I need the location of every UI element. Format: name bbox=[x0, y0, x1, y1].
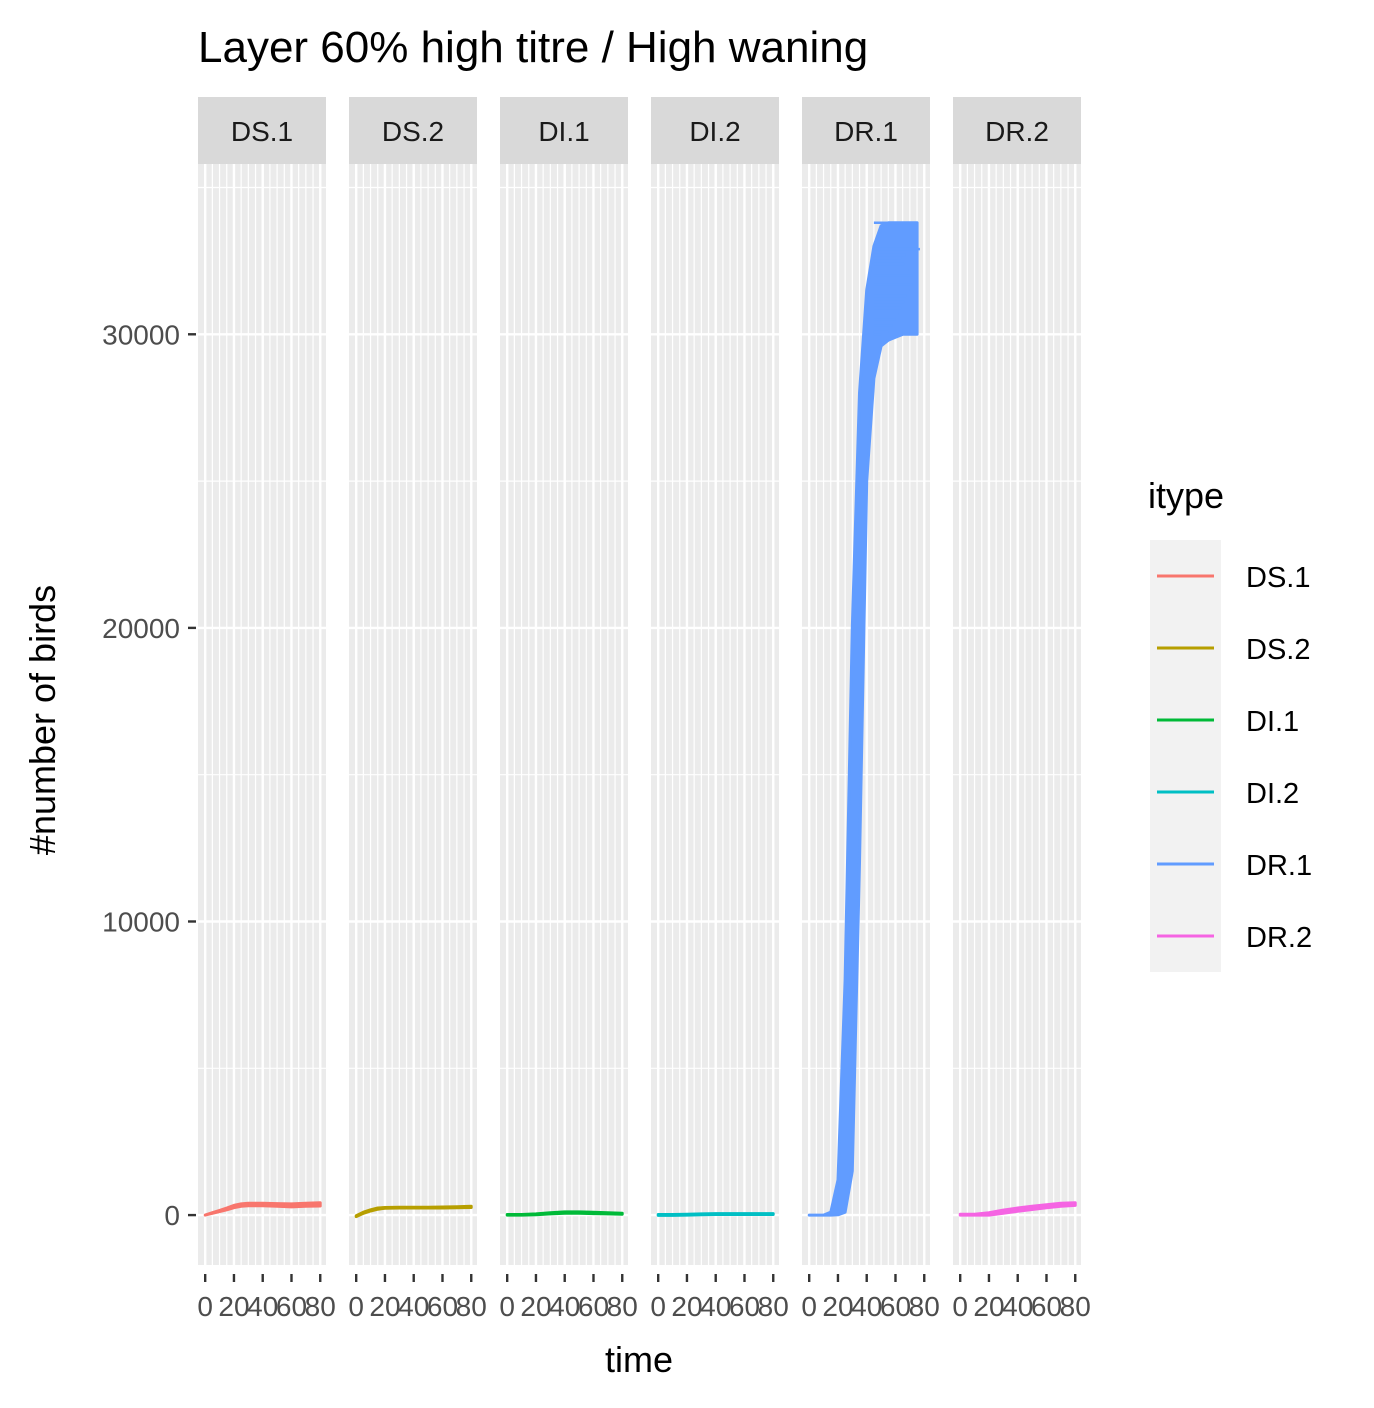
x-tick-label: 80 bbox=[909, 1291, 940, 1322]
series-band-di-2 bbox=[656, 1212, 775, 1217]
facet-strip-label: DI.1 bbox=[538, 116, 589, 147]
legend-label: DI.2 bbox=[1246, 778, 1299, 810]
series-band-di-1 bbox=[505, 1210, 624, 1217]
chart-title: Layer 60% high titre / High waning bbox=[198, 23, 868, 72]
x-tick-label: 40 bbox=[700, 1291, 731, 1322]
facet-strip-label: DR.1 bbox=[834, 116, 898, 147]
x-tick-label: 0 bbox=[650, 1291, 666, 1322]
legend-label: DS.1 bbox=[1246, 562, 1310, 594]
y-tick-label: 30000 bbox=[102, 319, 180, 350]
x-tick-label: 60 bbox=[729, 1291, 760, 1322]
x-tick-label: 80 bbox=[305, 1291, 336, 1322]
legend-label: DI.1 bbox=[1246, 706, 1299, 738]
x-tick-label: 40 bbox=[549, 1291, 580, 1322]
x-tick-label: 20 bbox=[369, 1291, 400, 1322]
series-band-ds-1 bbox=[203, 1201, 322, 1217]
legend: itype DS.1 DS.2 DI.1 DI.2 DR.1 DR.2 bbox=[1148, 475, 1312, 972]
x-tick-label: 20 bbox=[671, 1291, 702, 1322]
x-tick-label: 20 bbox=[218, 1291, 249, 1322]
facet-strip bbox=[651, 97, 779, 164]
y-axis-title: #number of birds bbox=[22, 585, 63, 855]
y-tick-label: 0 bbox=[164, 1200, 180, 1231]
x-tick-label: 0 bbox=[197, 1291, 213, 1322]
x-axis-title: time bbox=[605, 1339, 673, 1380]
x-tick-label: 60 bbox=[427, 1291, 458, 1322]
x-tick-label: 60 bbox=[276, 1291, 307, 1322]
facet-strip bbox=[500, 97, 628, 164]
facet-strip-label: DI.2 bbox=[689, 116, 740, 147]
x-tick-label: 0 bbox=[348, 1291, 364, 1322]
facet-strip-label: DR.2 bbox=[985, 116, 1049, 147]
legend-label: DR.1 bbox=[1246, 850, 1312, 882]
series-band-dr-2 bbox=[958, 1201, 1077, 1217]
series-band-ds-2 bbox=[354, 1204, 473, 1219]
legend-label: DR.2 bbox=[1246, 922, 1312, 954]
x-tick-label: 60 bbox=[578, 1291, 609, 1322]
x-tick-label: 80 bbox=[758, 1291, 789, 1322]
facet-strip bbox=[349, 97, 477, 164]
y-tick-label: 20000 bbox=[102, 613, 180, 644]
facet-strip bbox=[802, 97, 930, 164]
x-tick-label: 60 bbox=[1031, 1291, 1062, 1322]
x-tick-label: 40 bbox=[851, 1291, 882, 1322]
facet-strip-label: DS.1 bbox=[231, 116, 293, 147]
legend-title: itype bbox=[1148, 475, 1224, 516]
x-tick-label: 0 bbox=[952, 1291, 968, 1322]
x-tick-label: 0 bbox=[801, 1291, 817, 1322]
x-tick-label: 80 bbox=[607, 1291, 638, 1322]
legend-label: DS.2 bbox=[1246, 634, 1310, 666]
x-tick-label: 40 bbox=[398, 1291, 429, 1322]
facet-strip bbox=[198, 97, 326, 164]
x-tick-label: 40 bbox=[247, 1291, 278, 1322]
series-band-dr-1 bbox=[807, 221, 919, 1217]
facet-strip bbox=[953, 97, 1081, 164]
x-tick-label: 20 bbox=[973, 1291, 1004, 1322]
x-tick-label: 20 bbox=[520, 1291, 551, 1322]
x-tick-label: 80 bbox=[1060, 1291, 1091, 1322]
y-axis: 0 10000 20000 30000 bbox=[102, 319, 196, 1231]
facet-strip-label: DS.2 bbox=[382, 116, 444, 147]
y-tick-label: 10000 bbox=[102, 906, 180, 937]
x-tick-label: 40 bbox=[1002, 1291, 1033, 1322]
x-tick-label: 80 bbox=[456, 1291, 487, 1322]
x-tick-label: 60 bbox=[880, 1291, 911, 1322]
x-tick-label: 20 bbox=[822, 1291, 853, 1322]
x-tick-label: 0 bbox=[499, 1291, 515, 1322]
